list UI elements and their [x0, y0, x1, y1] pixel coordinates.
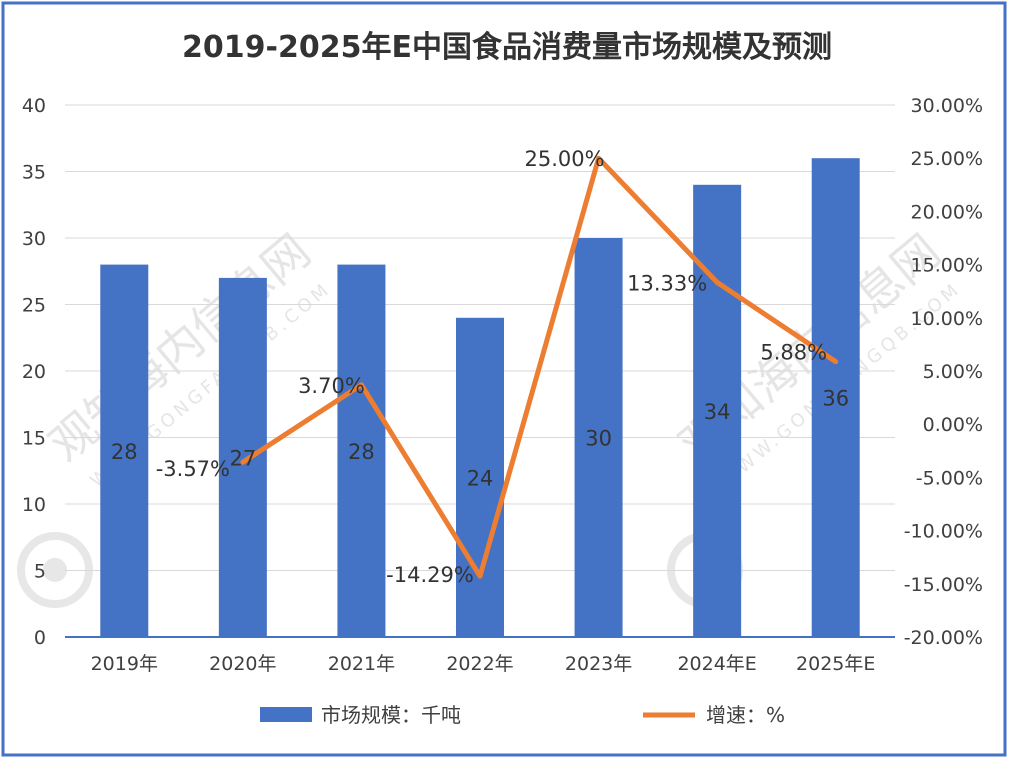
- left-tick-label: 40: [22, 95, 46, 117]
- left-tick-label: 30: [22, 228, 46, 250]
- legend-line-label: 增速：%: [706, 703, 785, 727]
- left-tick-label: 25: [22, 295, 46, 317]
- right-tick-label: 10.00%: [911, 308, 983, 330]
- left-tick-label: 20: [22, 361, 46, 383]
- bar: [456, 317, 504, 637]
- bar: [693, 184, 742, 638]
- data-labels: 28 27 28 24 30 34 36 -3.57% 3.70% -14.29% 25.00% 13…: [111, 147, 849, 587]
- bar: [811, 158, 860, 637]
- bar-data-label: 30: [585, 427, 612, 451]
- left-tick-label: 10: [22, 494, 46, 516]
- bar-data-label: 34: [704, 400, 731, 424]
- right-axis-ticks: -20.00% -15.00% -10.00% -5.00% 0.00% 5.00% 10.…: [904, 95, 983, 649]
- x-tick-label: 2022年: [446, 653, 513, 675]
- x-tick-label: 2021年: [328, 653, 395, 675]
- bar: [218, 277, 267, 637]
- right-tick-label: 5.00%: [923, 361, 983, 383]
- right-tick-label: -20.00%: [904, 627, 983, 649]
- legend: 市场规模：千吨 增速：%: [260, 703, 785, 727]
- growth-line: [240, 155, 839, 579]
- legend-bar-swatch: [260, 707, 312, 722]
- x-tick-label: 2025年E: [796, 653, 875, 675]
- x-axis-ticks: 2019年 2020年 2021年 2022年 2023年 2024年E 2025年E: [91, 653, 876, 675]
- left-tick-label: 35: [22, 162, 46, 184]
- line-data-label: -3.57%: [156, 457, 230, 481]
- legend-bar-label: 市场规模：千吨: [321, 703, 461, 727]
- right-tick-label: 15.00%: [911, 255, 983, 277]
- left-axis-ticks: 0 5 10 15 20 25 30 35 40: [22, 95, 46, 649]
- left-tick-label: 5: [34, 561, 46, 583]
- right-tick-label: 25.00%: [911, 148, 983, 170]
- bar: [337, 264, 386, 637]
- x-tick-label: 2020年: [209, 653, 276, 675]
- bar-data-label: 36: [822, 387, 849, 411]
- growth-line-series: [240, 155, 839, 579]
- right-tick-label: -10.00%: [904, 521, 983, 543]
- right-tick-label: 0.00%: [923, 414, 983, 436]
- bar-data-label: 27: [229, 446, 256, 470]
- bar-data-label: 24: [467, 466, 494, 490]
- line-data-label: 25.00%: [525, 147, 605, 171]
- x-tick-label: 2023年: [565, 653, 632, 675]
- bar-data-label: 28: [348, 440, 375, 464]
- left-tick-label: 15: [22, 428, 46, 450]
- x-tick-label: 2024年E: [677, 653, 756, 675]
- right-tick-label: -5.00%: [916, 467, 983, 489]
- right-tick-label: 20.00%: [911, 201, 983, 223]
- line-data-label: 3.70%: [298, 374, 365, 398]
- x-tick-label: 2019年: [91, 653, 158, 675]
- right-tick-label: 30.00%: [911, 95, 983, 117]
- line-data-label: 5.88%: [760, 341, 827, 365]
- watermark-logo-dot: [43, 558, 67, 582]
- bar: [574, 238, 623, 637]
- right-tick-label: -15.00%: [904, 574, 983, 596]
- bar: [100, 264, 149, 637]
- line-data-label: 13.33%: [627, 271, 707, 295]
- bar-series: [100, 158, 860, 638]
- left-tick-label: 0: [34, 627, 46, 649]
- line-data-label: -14.29%: [386, 563, 474, 587]
- bar-data-label: 28: [111, 440, 138, 464]
- chart-title: 2019-2025年E中国食品消费量市场规模及预测: [182, 30, 832, 65]
